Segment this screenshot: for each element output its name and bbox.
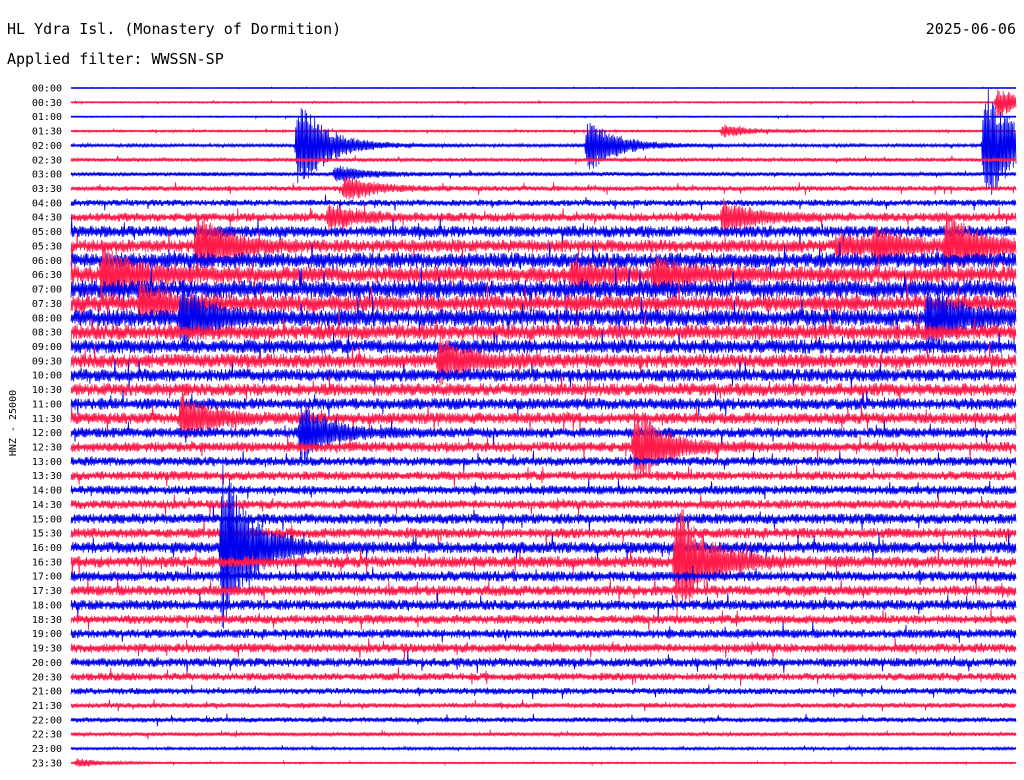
tick-label-1530: 15:30	[32, 529, 62, 540]
tick-label-2030: 20:30	[32, 672, 62, 683]
tick-label-1500: 15:00	[32, 514, 62, 525]
tick-label-0200: 02:00	[32, 141, 62, 152]
tick-label-1430: 14:30	[32, 500, 62, 511]
tick-label-0830: 08:30	[32, 328, 62, 339]
tick-label-1330: 13:30	[32, 471, 62, 482]
station-title: HL Ydra Isl. (Monastery of Dormition)	[7, 20, 342, 38]
tick-label-0630: 06:30	[32, 270, 62, 281]
tick-label-1000: 10:00	[32, 371, 62, 382]
tick-label-2100: 21:00	[32, 687, 62, 698]
trace-1900	[70, 622, 1017, 643]
tick-label-2200: 22:00	[32, 715, 62, 726]
tick-label-0000: 00:00	[32, 84, 62, 95]
tick-label-1130: 11:30	[32, 414, 62, 425]
tick-label-0230: 02:30	[32, 155, 62, 166]
trace-1930	[70, 637, 1017, 660]
tick-label-1800: 18:00	[32, 600, 62, 611]
tick-label-0030: 00:30	[32, 98, 62, 109]
trace-0200	[70, 88, 1017, 195]
tick-label-1600: 16:00	[32, 543, 62, 554]
tick-label-0130: 01:30	[32, 127, 62, 138]
tick-label-2230: 22:30	[32, 730, 62, 741]
tick-label-1700: 17:00	[32, 572, 62, 583]
tick-label-0800: 08:00	[32, 313, 62, 324]
trace-1730	[70, 577, 1017, 603]
trace-0630	[70, 240, 1017, 304]
tick-label-1830: 18:30	[32, 615, 62, 626]
tick-label-2130: 21:30	[32, 701, 62, 712]
tick-label-0530: 05:30	[32, 241, 62, 252]
tick-label-0100: 01:00	[32, 112, 62, 123]
trace-1400	[70, 478, 1017, 500]
trace-1200	[70, 403, 1017, 467]
trace-0800	[70, 285, 1017, 352]
filter-label: Applied filter: WWSSN-SP	[7, 50, 224, 68]
y-axis-label: HNZ - 25000	[8, 390, 19, 456]
tick-label-0700: 07:00	[32, 285, 62, 296]
time-tick-labels: 00:00 00:30 01:00 01:30 02:00 02:30 03:00 03:30…	[32, 84, 62, 770]
tick-label-0600: 06:00	[32, 256, 62, 267]
tick-label-1100: 11:00	[32, 399, 62, 410]
trace-0700	[70, 266, 1017, 312]
tick-label-2300: 23:00	[32, 744, 62, 755]
trace-1630	[70, 509, 1017, 618]
tick-label-1630: 16:30	[32, 557, 62, 568]
trace-0730	[70, 282, 1017, 323]
tick-label-1300: 13:00	[32, 457, 62, 468]
tick-label-1030: 10:30	[32, 385, 62, 396]
date-label: 2025-06-06	[925, 20, 1016, 38]
tick-label-0300: 03:00	[32, 170, 62, 181]
trace-group	[70, 86, 1017, 768]
tick-label-2330: 23:30	[32, 758, 62, 769]
tick-label-0430: 04:30	[32, 213, 62, 224]
trace-0530	[70, 211, 1017, 278]
tick-label-1900: 19:00	[32, 629, 62, 640]
tick-label-0330: 03:30	[32, 184, 62, 195]
tick-label-1200: 12:00	[32, 428, 62, 439]
tick-label-2000: 20:00	[32, 658, 62, 669]
tick-label-0500: 05:00	[32, 227, 62, 238]
tick-label-1230: 12:30	[32, 443, 62, 454]
tick-label-0930: 09:30	[32, 356, 62, 367]
tick-label-0730: 07:30	[32, 299, 62, 310]
tick-label-0900: 09:00	[32, 342, 62, 353]
tick-label-1400: 14:00	[32, 486, 62, 497]
trace-1230	[70, 409, 1017, 480]
tick-label-1930: 19:30	[32, 644, 62, 655]
tick-label-0400: 04:00	[32, 198, 62, 209]
tick-label-1730: 17:30	[32, 586, 62, 597]
trace-1700	[70, 564, 1017, 585]
